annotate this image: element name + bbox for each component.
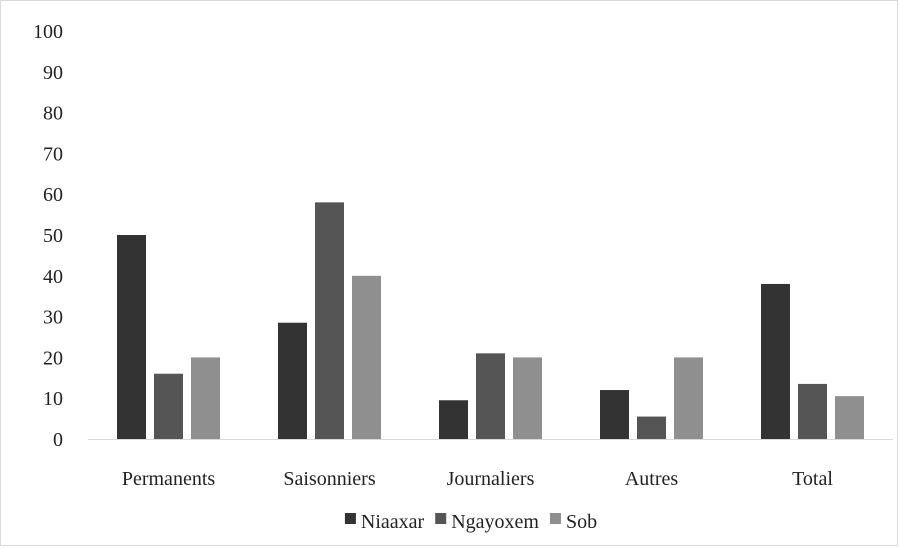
legend-swatch [344,513,356,524]
y-tick-label: 40 [43,266,63,288]
bar-niaaxar-journaliers [439,400,468,439]
x-tick-label: Total [792,468,833,490]
legend: Niaaxar Ngayoxem Sob [344,511,597,533]
x-tick-label: Autres [625,468,679,490]
bar-niaaxar-total [761,283,790,439]
bar-niaaxar-permanents [117,235,146,439]
x-tick-label: Saisonniers [283,468,375,490]
y-tick-label: 80 [43,103,63,125]
x-tick-label: Journaliers [447,468,535,490]
bar-sob-total [835,396,864,439]
legend-item: Ngayoxem [435,511,539,533]
bar-group [439,353,542,439]
bar-sob-saisonniers [352,275,381,439]
bar-group [600,357,703,439]
bar-sob-journaliers [513,357,542,439]
legend-swatch [549,513,561,524]
y-tick-label: 60 [43,184,63,206]
y-tick-label: 10 [43,388,63,410]
bar-niaaxar-saisonniers [278,322,307,439]
bar-ngayoxem-saisonniers [315,202,344,439]
bar-ngayoxem-total [798,383,827,439]
y-axis: 0 10 20 30 40 50 60 70 80 90 100 [33,21,63,451]
y-tick-label: 0 [53,429,63,451]
legend-swatch [435,513,447,524]
bar-ngayoxem-permanents [154,373,183,439]
y-tick-label: 20 [43,347,63,369]
y-tick-label: 30 [43,307,63,329]
bar-group [117,235,220,439]
legend-item: Niaaxar [344,511,425,533]
y-tick-label: 90 [43,62,63,84]
legend-label: Sob [566,511,597,533]
legend-label: Niaaxar [361,511,425,533]
bar-ngayoxem-journaliers [476,353,505,439]
legend-label: Ngayoxem [451,511,539,533]
plot-area [117,202,864,439]
bar-sob-permanents [191,357,220,439]
x-axis: Permanents Saisonniers Journaliers Autres To… [88,439,893,490]
y-tick-label: 100 [33,21,63,43]
legend-item: Sob [549,511,597,533]
bar-niaaxar-autres [600,390,629,439]
bar-ngayoxem-autres [637,416,666,439]
y-tick-label: 70 [43,143,63,165]
bar-sob-autres [674,357,703,439]
x-tick-label: Permanents [122,468,216,490]
y-tick-label: 50 [43,225,63,247]
bar-group [761,283,864,439]
bar-group [278,202,381,439]
